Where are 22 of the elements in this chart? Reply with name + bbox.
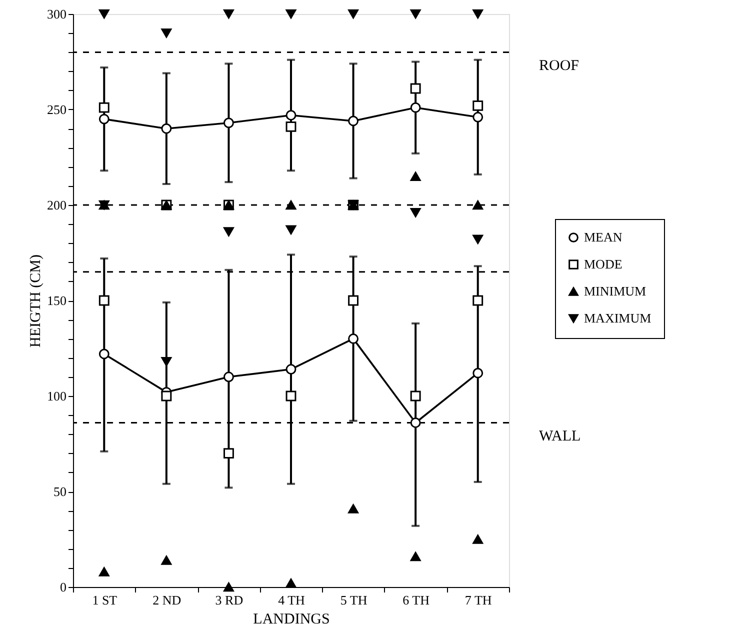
x-tick-label: 2 ND (152, 592, 182, 608)
legend-label: MEAN (584, 230, 623, 244)
y-axis-title: HEIGTH (CM) (28, 254, 44, 348)
x-tick-label: 6 TH (402, 592, 430, 608)
x-tick-label: 1 ST (92, 592, 118, 608)
x-tick-label: 7 TH (464, 592, 492, 608)
x-axis-title: LANDINGS (253, 612, 330, 628)
ref-line-label: ROOF (539, 58, 580, 74)
x-tick-label: 3 RD (215, 592, 244, 608)
y-tick-label: 0 (60, 580, 66, 594)
ref-line-label: WALL (539, 428, 581, 445)
legend-label: MINIMUM (584, 284, 647, 298)
y-tick-label: 250 (47, 102, 66, 117)
y-tick-label: 50 (54, 484, 66, 499)
legend-label: MAXIMUM (584, 310, 652, 326)
x-tick-label: 4 TH (278, 592, 305, 608)
y-tick-label: 150 (47, 293, 66, 308)
y-tick-label: 300 (47, 6, 66, 22)
y-tick-label: 100 (47, 388, 66, 404)
legend-label: MODE (584, 256, 622, 272)
x-tick-label: 5 TH (340, 592, 368, 608)
y-tick-label: 200 (47, 198, 66, 212)
